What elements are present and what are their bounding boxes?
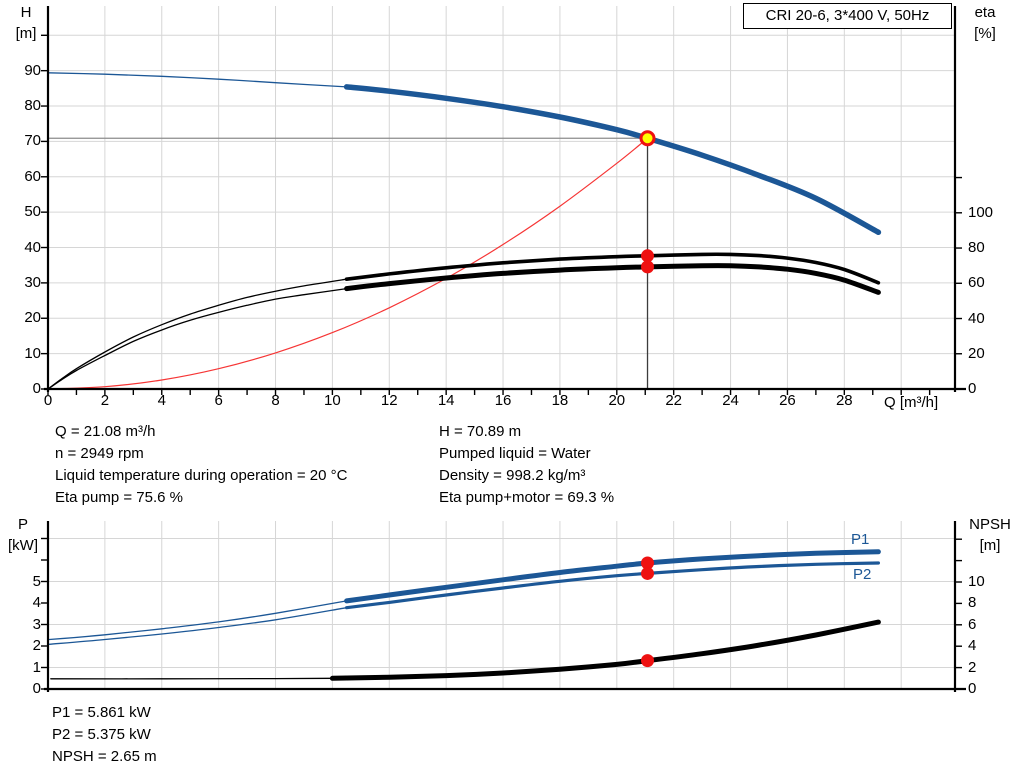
q-tick-label: 18	[551, 392, 569, 409]
q-tick-label: 14	[437, 392, 455, 409]
q-tick-label: 16	[494, 392, 512, 409]
p-tick-label: 0	[32, 680, 41, 697]
eta-pump-motor-curve-thin	[47, 287, 348, 390]
annotation-density: Density = 998.2 kg/m³	[439, 467, 586, 484]
result-annotations: P1 = 5.861 kW P2 = 5.375 kW NPSH = 2.65 …	[52, 702, 157, 768]
annotation-head: H = 70.89 m	[439, 423, 522, 440]
h-tick-label: 60	[24, 167, 41, 185]
duty-annotations-left: Q = 21.08 m³/h n = 2949 rpm Liquid tempe…	[55, 421, 347, 509]
npsh-tick-label: 10	[968, 573, 985, 590]
npsh-axis-label: NPSH [m]	[960, 514, 1020, 556]
system-curve-thin	[47, 137, 649, 390]
h-tick-label: 40	[24, 238, 41, 256]
q-tick-label: 28	[835, 392, 853, 409]
eta-pump-duty-marker	[641, 249, 655, 263]
eta-tick-label: 60	[968, 274, 985, 292]
annotation-speed: n = 2949 rpm	[55, 445, 144, 462]
npsh-tick-label: 0	[968, 680, 977, 697]
q-tick-label: 10	[324, 392, 341, 409]
eta-axis-symbol: eta	[974, 4, 996, 21]
eta-tick-label: 80	[968, 239, 985, 257]
p-tick-label: 4	[32, 594, 41, 611]
annotation-eta-pump-motor: Eta pump+motor = 69.3 %	[439, 489, 615, 506]
annotation-npsh: NPSH = 2.65 m	[52, 748, 157, 765]
annotation-p2: P2 = 5.375 kW	[52, 726, 151, 743]
p2-duty-marker	[641, 566, 655, 580]
q-tick-label: 20	[608, 392, 626, 409]
q-tick-label: 0	[43, 392, 53, 409]
p1-curve-thin	[48, 600, 348, 641]
annotation-p1: P1 = 5.861 kW	[52, 704, 151, 721]
q-tick-label: 6	[214, 392, 223, 409]
eta-axis-label: eta [%]	[962, 2, 1008, 44]
annotation-eta-pump: Eta pump = 75.6 %	[55, 489, 183, 506]
p-tick-label: 1	[32, 658, 41, 676]
p1-curve-thick	[344, 549, 881, 604]
eta-pump-motor-duty-marker	[641, 260, 655, 274]
npsh-tick-label: 4	[968, 637, 977, 655]
npsh-axis-symbol: NPSH	[969, 516, 1011, 533]
annotation-flow: Q = 21.08 m³/h	[55, 423, 156, 440]
eta-tick-label: 100	[968, 203, 994, 221]
eta-tick-label: 0	[968, 380, 977, 397]
h-tick-label: 0	[32, 380, 41, 397]
p2-curve-thick	[345, 561, 880, 610]
h-axis-label: H [m]	[8, 2, 44, 44]
npsh-curve-thick	[329, 619, 881, 681]
p-axis-label: P [kW]	[0, 514, 46, 556]
h-tick-label: 70	[24, 132, 41, 150]
h-axis-unit: [m]	[15, 25, 37, 42]
q-axis-label: Q [m³/h]	[884, 394, 939, 411]
p-axis-symbol: P	[17, 516, 28, 533]
q-tick-label: 24	[722, 392, 739, 409]
h-tick-label: 20	[24, 309, 41, 327]
pump-title-box: CRI 20-6, 3*400 V, 50Hz	[743, 3, 952, 29]
h-tick-label: 30	[24, 273, 41, 291]
q-tick-label: 8	[271, 392, 280, 409]
p2-curve-thin	[48, 607, 348, 645]
annotation-pumped-liquid: Pumped liquid = Water	[439, 445, 591, 462]
eta-tick-label: 40	[968, 309, 985, 327]
eta-tick-label: 20	[968, 344, 985, 362]
npsh-duty-marker	[641, 654, 655, 668]
annotation-liquid-temperature: Liquid temperature during operation = 20…	[55, 467, 348, 484]
q-tick-label: 4	[157, 392, 166, 409]
eta-pump-curve-thick	[344, 252, 881, 285]
npsh-curve-thin	[50, 677, 334, 680]
h-tick-label: 10	[24, 344, 41, 362]
head-curve-thick	[343, 84, 882, 236]
eta-pump-curve-thin	[47, 278, 348, 390]
npsh-axis-unit: [m]	[979, 537, 1001, 554]
p-axis-unit: [kW]	[8, 537, 38, 554]
npsh-tick-label: 2	[968, 658, 977, 676]
q-tick-label: 22	[665, 392, 683, 409]
q-tick-label: 2	[100, 392, 110, 409]
h-tick-label: 90	[24, 61, 41, 79]
p1-curve-label: P1	[851, 531, 870, 548]
head-curve-thin	[47, 72, 348, 88]
h-axis-symbol: H	[20, 4, 32, 21]
h-tick-label: 50	[24, 203, 41, 221]
h-tick-label: 80	[24, 97, 41, 115]
npsh-tick-label: 6	[968, 615, 977, 633]
duty-annotations-right: H = 70.89 m Pumped liquid = Water Densit…	[439, 421, 614, 509]
p1-duty-marker	[641, 556, 655, 570]
npsh-tick-label: 8	[968, 594, 977, 612]
p-tick-label: 2	[32, 637, 41, 654]
duty-point-marker[interactable]	[639, 130, 656, 147]
eta-pump-motor-curve-thick	[344, 263, 881, 295]
p-tick-label: 5	[32, 572, 41, 590]
p-tick-label: 3	[32, 615, 41, 633]
q-tick-label: 26	[779, 392, 796, 409]
q-tick-label: 12	[380, 392, 398, 409]
eta-axis-unit: [%]	[974, 25, 996, 42]
p2-curve-label: P2	[853, 566, 872, 583]
